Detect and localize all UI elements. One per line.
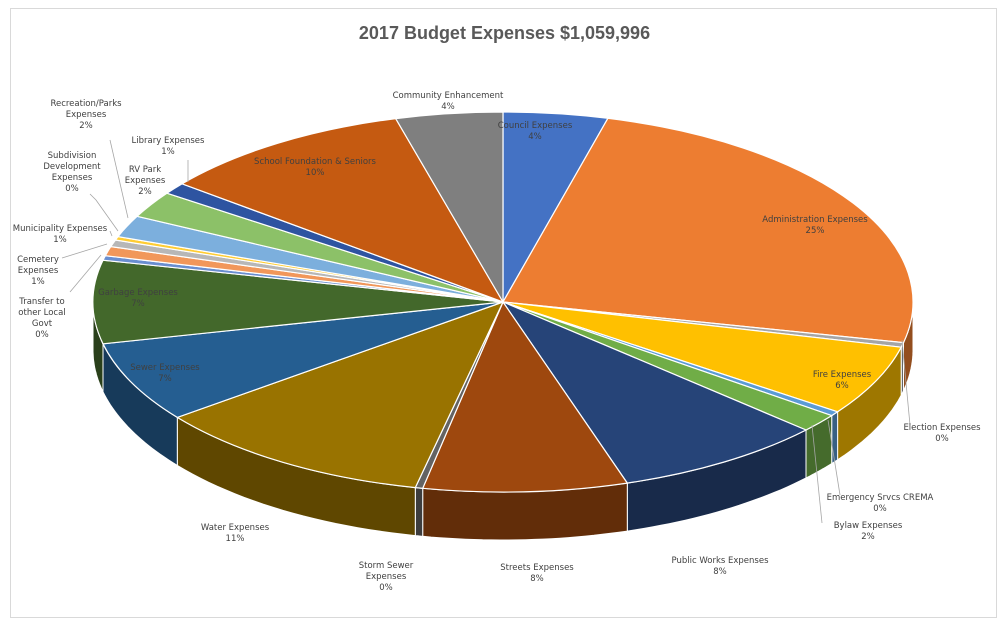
leader-line-bylaw-expenses (811, 424, 823, 524)
leader-line-emergency-srvcs-crema (827, 419, 841, 496)
slice-label-administration-expenses: Administration Expenses 25% (762, 215, 868, 236)
slice-label-storm-sewer-expenses: Storm Sewer Expenses 0% (359, 561, 414, 593)
slice-sewer-expenses (102, 301, 504, 419)
chart-title: 2017 Budget Expenses $1,059,996 (358, 23, 651, 43)
slice-label-public-works-expenses: Public Works Expenses 8% (671, 556, 769, 577)
slice-side-storm-sewer-expenses (414, 487, 424, 537)
slice-administration-expenses (502, 117, 914, 344)
leader-lines (61, 139, 911, 524)
slice-label-rv-park-expenses: RV Park Expenses 2% (125, 165, 166, 197)
slice-label-library-expenses: Library Expenses 1% (132, 136, 205, 157)
slice-label-bylaw-expenses: Bylaw Expenses 2% (834, 521, 903, 542)
slice-label-sewer-expenses: Sewer Expenses 7% (130, 363, 200, 384)
slice-label-transfer-to-other-local-govt: Transfer to other Local Govt 0% (18, 297, 65, 340)
slice-school-foundation-seniors (180, 117, 505, 304)
slice-label-subdivision-development-expenses: Subdivision Development Expenses 0% (43, 151, 101, 194)
leader-line-cemetery-expenses (61, 243, 108, 259)
slice-fire-expenses (502, 301, 903, 413)
slice-label-streets-expenses: Streets Expenses 8% (500, 563, 574, 584)
slice-label-council-expenses: Council Expenses 4% (498, 121, 573, 142)
slice-label-cemetery-expenses: Cemetery Expenses 1% (17, 255, 59, 287)
leader-line-subdivision-development-expenses (89, 193, 119, 232)
slice-label-municipality-expenses: Municipality Expenses 1% (13, 224, 108, 245)
leader-line-election-expenses (901, 339, 911, 426)
slice-label-election-expenses: Election Expenses 0% (903, 423, 981, 444)
slice-label-fire-expenses: Fire Expenses 6% (813, 370, 872, 391)
slice-label-school-foundation-seniors: School Foundation & Seniors 10% (254, 157, 376, 178)
leader-line-recreation-parks-expenses (109, 139, 129, 219)
leader-line-municipality-expenses (109, 230, 113, 237)
slice-label-community-enhancement: Community Enhancement 4% (393, 91, 504, 112)
slice-community-enhancement (394, 111, 504, 305)
slice-labels: Council Expenses 4% Administration Expense… (13, 91, 981, 593)
slice-public-works-expenses (501, 300, 808, 484)
slice-label-water-expenses: Water Expenses 11% (201, 523, 270, 544)
slice-streets-expenses (421, 300, 629, 493)
leader-line-transfer-to-other-local-govt (69, 254, 102, 293)
pie-tops (92, 111, 914, 493)
slice-side-emergency-srvcs-crema (831, 410, 839, 465)
slice-label-emergency-srvcs-crema: Emergency Srvcs CREMA 0% (827, 493, 934, 514)
slice-label-garbage-expenses: Garbage Expenses 7% (98, 288, 178, 309)
slice-garbage-expenses (92, 259, 504, 345)
slice-label-recreation-parks-expenses: Recreation/Parks Expenses 2% (50, 99, 122, 131)
slice-water-expenses (175, 300, 505, 489)
